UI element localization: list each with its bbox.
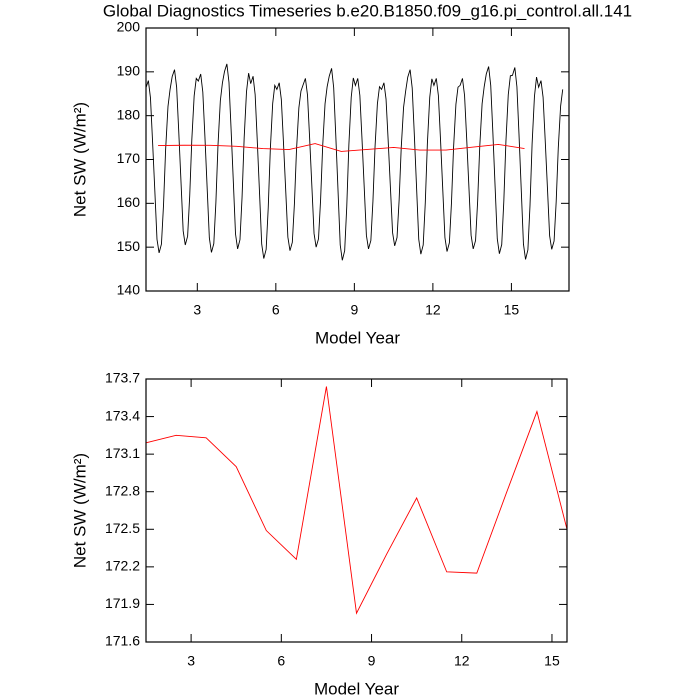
y-tick-label: 171.9 [105,595,140,611]
y-tick-label: 160 [117,194,141,210]
panel: Global Diagnostics Timeseries b.e20.B185… [70,1,632,347]
x-tick-label: 6 [277,653,285,669]
x-tick-label: 15 [504,302,520,318]
chart-title: Global Diagnostics Timeseries b.e20.B185… [103,1,632,20]
plot-frame [145,378,568,643]
panel: 3 6 9 12 15 171.6 171.9 172.2 172.5 172.8 173.1 173… [70,370,568,698]
y-tick-label: 172.5 [105,520,140,536]
x-tick-label: 15 [544,653,560,669]
y-tick-label: 190 [117,63,141,79]
y-tick-label: 173.4 [105,407,140,423]
x-tick-label: 6 [272,302,280,318]
x-tick-label: 12 [425,302,441,318]
x-tick-label: 3 [193,302,201,318]
data-line [158,143,525,152]
y-tick-label: 170 [117,150,141,166]
x-tick-label: 12 [454,653,470,669]
x-axis-label: Model Year [314,679,399,698]
x-tick-label: 9 [350,302,358,318]
data-line [145,386,568,615]
y-axis-label: Net SW (W/m²) [70,453,89,568]
y-axis-label: Net SW (W/m²) [70,102,89,217]
y-tick-label: 200 [117,19,141,35]
y-tick-label: 172.2 [105,558,140,574]
data-line [145,63,564,261]
y-tick-label: 173.7 [105,370,140,386]
y-tick-label: 140 [117,282,141,298]
y-tick-label: 172.8 [105,482,140,498]
x-tick-label: 3 [187,653,195,669]
y-tick-label: 180 [117,106,141,122]
y-tick-label: 173.1 [105,445,140,461]
y-tick-label: 150 [117,238,141,254]
x-axis-label: Model Year [315,328,400,347]
y-tick-label: 171.6 [105,633,140,649]
x-tick-label: 9 [368,653,376,669]
